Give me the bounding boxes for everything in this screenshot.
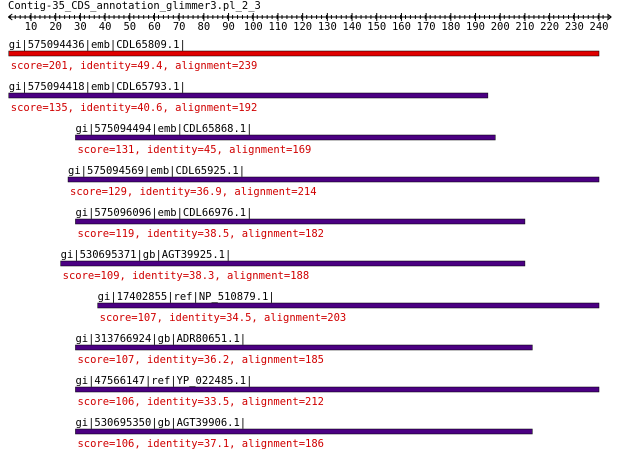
tick-label: 10 xyxy=(25,21,38,33)
tick-label: 140 xyxy=(343,21,362,33)
tick-label: 170 xyxy=(417,21,436,33)
tick-label: 30 xyxy=(74,21,87,33)
ruler-arrow xyxy=(607,13,612,21)
tick-label: 60 xyxy=(148,21,161,33)
hit-score: score=135, identity=40.6, alignment=192 xyxy=(11,102,258,114)
tick-label: 230 xyxy=(565,21,584,33)
tick-label: 130 xyxy=(318,21,337,33)
hit-score: score=201, identity=49.4, alignment=239 xyxy=(11,60,258,72)
hit-bar xyxy=(75,428,533,435)
hit-name: gi|530695350|gb|AGT39906.1| xyxy=(75,417,246,429)
tick-label: 240 xyxy=(590,21,609,33)
tick-label: 190 xyxy=(466,21,485,33)
tick-label: 160 xyxy=(392,21,411,33)
hit-score: score=106, identity=33.5, alignment=212 xyxy=(77,396,324,408)
tick-label: 90 xyxy=(222,21,235,33)
hit-bar xyxy=(60,260,526,267)
hit-name: gi|575094418|emb|CDL65793.1| xyxy=(9,81,186,93)
hit-bar xyxy=(75,386,600,393)
hit-score: score=107, identity=34.5, alignment=203 xyxy=(100,312,347,324)
hit-score: score=131, identity=45, alignment=169 xyxy=(77,144,311,156)
hit-bar xyxy=(8,92,489,99)
hit-name: gi|313766924|gb|ADR80651.1| xyxy=(75,333,246,345)
tick-label: 150 xyxy=(367,21,386,33)
hit-name: gi|575096096|emb|CDL66976.1| xyxy=(75,207,252,219)
hit-name: gi|575094494|emb|CDL65868.1| xyxy=(75,123,252,135)
hit-name: gi|530695371|gb|AGT39925.1| xyxy=(61,249,232,261)
tick-label: 210 xyxy=(515,21,534,33)
hit-bar xyxy=(8,50,600,57)
hit-name: gi|575094436|emb|CDL65809.1| xyxy=(9,39,186,51)
hit-score: score=107, identity=36.2, alignment=185 xyxy=(77,354,324,366)
hit-bar xyxy=(75,134,496,141)
hit-score: score=119, identity=38.5, alignment=182 xyxy=(77,228,324,240)
tick-label: 200 xyxy=(491,21,510,33)
tick-label: 50 xyxy=(123,21,136,33)
tick-label: 80 xyxy=(198,21,211,33)
tick-label: 110 xyxy=(268,21,287,33)
tick-label: 120 xyxy=(293,21,312,33)
hit-score: score=129, identity=36.9, alignment=214 xyxy=(70,186,317,198)
tick-label: 70 xyxy=(173,21,186,33)
hit-score: score=106, identity=37.1, alignment=186 xyxy=(77,438,324,450)
hit-name: gi|17402855|ref|NP_510879.1| xyxy=(98,291,275,303)
graphic-title: Contig-35_CDS_annotation_glimmer3.pl_2_3 xyxy=(8,0,261,12)
hit-score: score=109, identity=38.3, alignment=188 xyxy=(63,270,310,282)
hit-bar xyxy=(67,176,600,183)
hit-bar xyxy=(75,218,526,225)
hit-bar xyxy=(97,302,600,309)
hit-name: gi|47566147|ref|YP_022485.1| xyxy=(75,375,252,387)
tick-label: 20 xyxy=(49,21,62,33)
tick-label: 220 xyxy=(540,21,559,33)
hit-name: gi|575094569|emb|CDL65925.1| xyxy=(68,165,245,177)
hit-bar xyxy=(75,344,533,351)
tick-label: 40 xyxy=(99,21,112,33)
tick-label: 180 xyxy=(441,21,460,33)
tick-label: 100 xyxy=(244,21,263,33)
